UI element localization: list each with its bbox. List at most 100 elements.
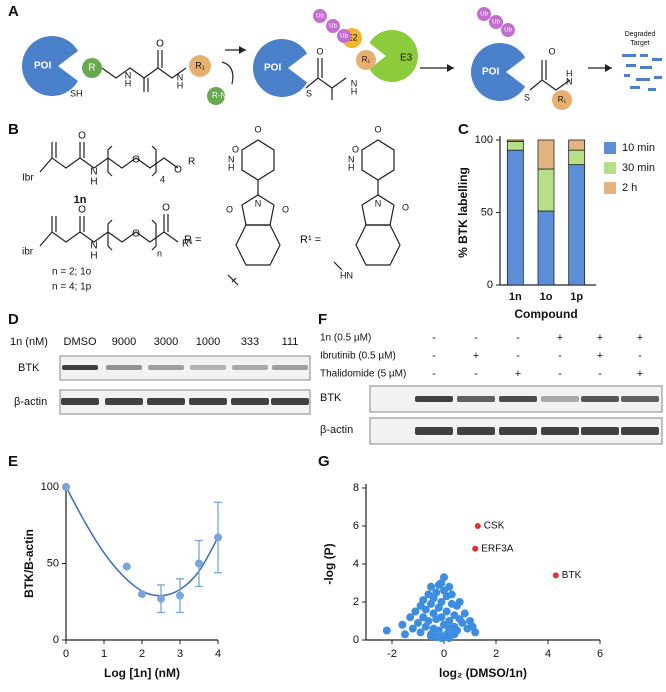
point bbox=[195, 559, 203, 568]
point bbox=[176, 591, 184, 600]
point bbox=[214, 533, 222, 542]
r1-group bbox=[552, 90, 572, 110]
point bbox=[138, 590, 146, 599]
label: O bbox=[254, 124, 261, 134]
band bbox=[148, 365, 184, 370]
x-tick-label: 0 bbox=[63, 648, 69, 660]
blot-frame bbox=[59, 355, 311, 381]
band bbox=[621, 427, 659, 435]
band bbox=[621, 396, 659, 402]
fragment bbox=[630, 86, 640, 89]
point bbox=[471, 628, 480, 637]
point bbox=[62, 483, 70, 491]
label: Ub bbox=[480, 12, 488, 18]
label: + bbox=[515, 368, 521, 380]
x-tick-label: 1o bbox=[540, 291, 553, 303]
label: BTK bbox=[320, 392, 342, 404]
label: Ibr bbox=[22, 173, 34, 184]
label: O bbox=[156, 39, 164, 50]
label: 3000 bbox=[154, 336, 178, 348]
label: R = bbox=[184, 234, 201, 246]
band bbox=[541, 396, 579, 402]
x-tick-label: 3 bbox=[177, 648, 183, 660]
label: Ibrutinib (0.5 µM) bbox=[320, 351, 396, 362]
poi-label: POI bbox=[34, 61, 51, 72]
label: + bbox=[597, 350, 603, 362]
label: Ub bbox=[316, 14, 324, 20]
fragment bbox=[626, 64, 636, 67]
point bbox=[427, 582, 435, 591]
label: - bbox=[516, 350, 520, 362]
label: SH bbox=[70, 88, 83, 98]
legend-swatch bbox=[604, 162, 616, 174]
label: + bbox=[597, 332, 603, 344]
e3-shape bbox=[369, 30, 419, 83]
ubiquitin bbox=[477, 7, 491, 21]
x-axis-label: Compound bbox=[514, 307, 577, 321]
point bbox=[122, 562, 131, 571]
panel-label: G bbox=[318, 453, 330, 470]
point bbox=[460, 609, 469, 618]
label: H bbox=[177, 80, 184, 90]
bond bbox=[151, 219, 157, 251]
r-group bbox=[82, 58, 102, 78]
label: 4 bbox=[160, 174, 165, 184]
band bbox=[415, 396, 453, 402]
label: + bbox=[557, 332, 563, 344]
point bbox=[445, 617, 454, 625]
panel-label: B bbox=[8, 121, 19, 138]
y-tick-label: 50 bbox=[481, 206, 493, 218]
poi-shape bbox=[471, 42, 526, 102]
band bbox=[499, 396, 537, 402]
label: DMSO bbox=[64, 336, 97, 348]
label: N bbox=[90, 167, 97, 178]
x-tick-label: 4 bbox=[545, 648, 551, 660]
point bbox=[552, 572, 559, 579]
point bbox=[455, 598, 464, 606]
fragment bbox=[640, 54, 648, 57]
legend-swatch bbox=[604, 182, 616, 194]
x-axis-label: log₂ (DMSO/1n) bbox=[439, 666, 527, 680]
poi-label: POI bbox=[264, 63, 281, 74]
panel-label: C bbox=[458, 121, 469, 138]
y-tick-label: 0 bbox=[353, 634, 359, 646]
label: R bbox=[188, 157, 195, 168]
ring bbox=[361, 194, 395, 226]
arrow-head bbox=[447, 64, 454, 72]
label: S bbox=[524, 92, 530, 102]
poi-shape bbox=[21, 36, 78, 96]
curved-arrow bbox=[221, 61, 234, 85]
ubiquitin bbox=[501, 23, 515, 37]
label: 9000 bbox=[112, 336, 136, 348]
label: Ub bbox=[340, 34, 348, 40]
label: ibr bbox=[22, 247, 34, 258]
label: N bbox=[228, 154, 235, 164]
label: - bbox=[474, 332, 478, 344]
label: HN bbox=[340, 270, 353, 280]
poi-label: POI bbox=[482, 67, 499, 78]
label: R bbox=[88, 63, 95, 74]
y-tick-label: 4 bbox=[353, 558, 359, 570]
point bbox=[440, 573, 448, 582]
point bbox=[474, 523, 481, 529]
fragment bbox=[640, 66, 652, 69]
label: O bbox=[132, 155, 140, 166]
point bbox=[447, 590, 456, 599]
bond bbox=[305, 77, 347, 89]
label: Degraded bbox=[625, 31, 656, 38]
point-label: BTK bbox=[562, 570, 582, 581]
label: O bbox=[78, 205, 86, 216]
ubiquitin bbox=[337, 29, 351, 43]
label: N bbox=[375, 198, 382, 208]
bond bbox=[107, 219, 113, 251]
point bbox=[414, 618, 422, 627]
bond bbox=[151, 145, 157, 177]
x-tick-label: 2 bbox=[493, 648, 499, 660]
label: H bbox=[228, 162, 235, 172]
x-tick-label: 6 bbox=[597, 648, 603, 660]
x-tick-label: 2 bbox=[139, 648, 145, 660]
label: O bbox=[374, 124, 381, 134]
point bbox=[472, 545, 479, 552]
x-tick-label: 4 bbox=[215, 648, 221, 660]
